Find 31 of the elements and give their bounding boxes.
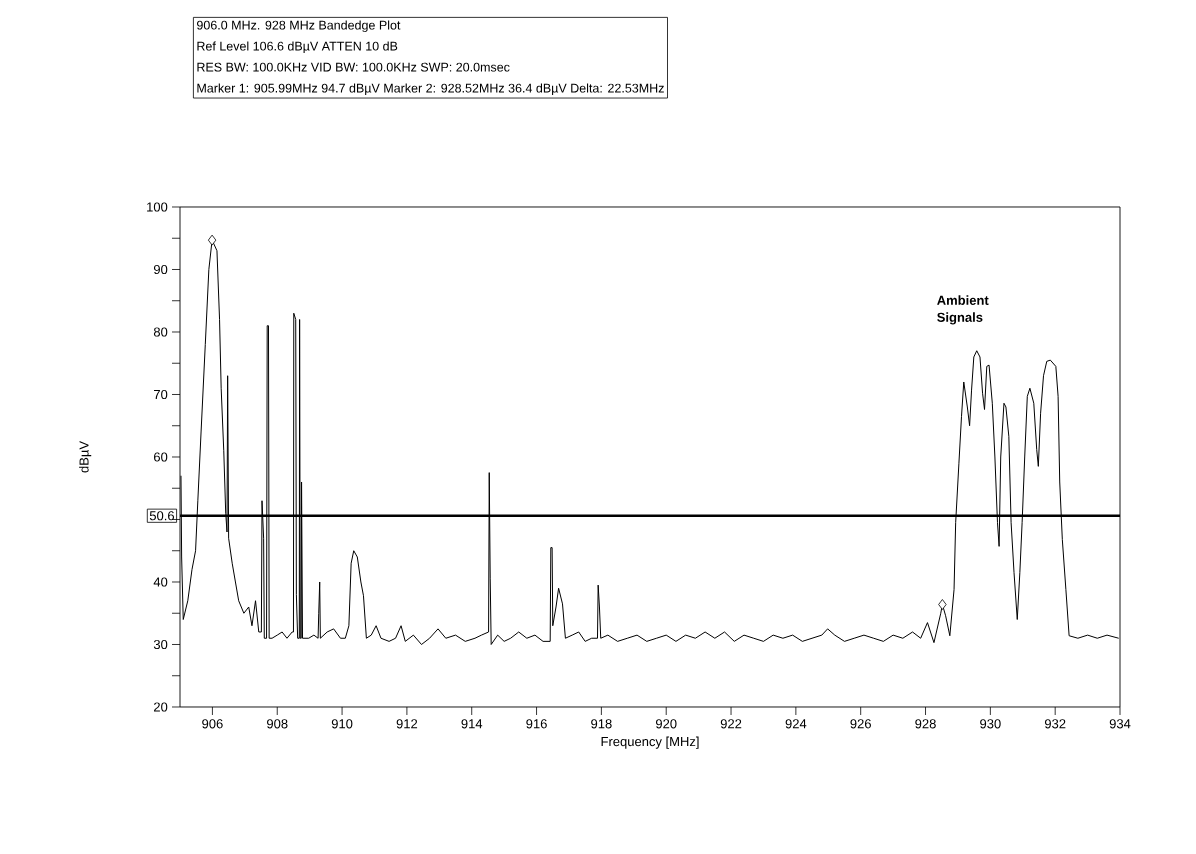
y-tick-label: 80 (153, 327, 168, 337)
text: Ref Level 106.6 dBµV ATTEN 10 dB (197, 41, 398, 54)
x-tick-label: 914 (461, 719, 483, 729)
x-tick-label: 930 (980, 719, 1001, 729)
y-tick-label: 20 (154, 702, 168, 712)
x-tick-label: 918 (591, 719, 612, 729)
x-tick-label: 924 (785, 719, 807, 729)
x-axis-title: Frequency [MHz] (601, 736, 699, 749)
x-tick-label: 912 (396, 719, 418, 729)
x-tick-label: 910 (331, 719, 353, 729)
y-tick-label: 30 (153, 639, 168, 650)
x-tick-label: 920 (655, 719, 677, 729)
x-tick-label: 934 (1109, 719, 1131, 729)
x-tick-label: 916 (526, 719, 547, 729)
x-tick-label: 928 (915, 719, 936, 729)
y-tick-label: 70 (154, 389, 168, 400)
ref-line-label: 50.6 (149, 511, 175, 521)
x-tick-label: 906 (202, 719, 223, 729)
annotation: Ambient Signals (937, 295, 989, 325)
text: RES BW: 100.0KHz VID BW: 100.0KHz SWP: 20.0msec (197, 62, 510, 72)
x-tick-label: 908 (267, 719, 288, 729)
y-tick-label: 90 (153, 264, 168, 275)
text: Marker 1: 905.99MHz 94.7 dBµV Marker 2: 928.52MHz 36.4 dBµV Delta: 22.53MHz (197, 83, 664, 96)
y-tick-label: 100 (147, 202, 168, 212)
y-tick-label: 40 (153, 577, 168, 587)
y-tick-label: 60 (154, 452, 168, 462)
x-tick-label: 922 (720, 719, 742, 729)
y-axis-title: dBµV (79, 441, 92, 473)
x-tick-label: 926 (850, 719, 871, 729)
x-tick-label: 932 (1044, 719, 1066, 729)
chart-title: 906.0 MHz. 928 MHz Bandedge Plot (197, 20, 401, 33)
